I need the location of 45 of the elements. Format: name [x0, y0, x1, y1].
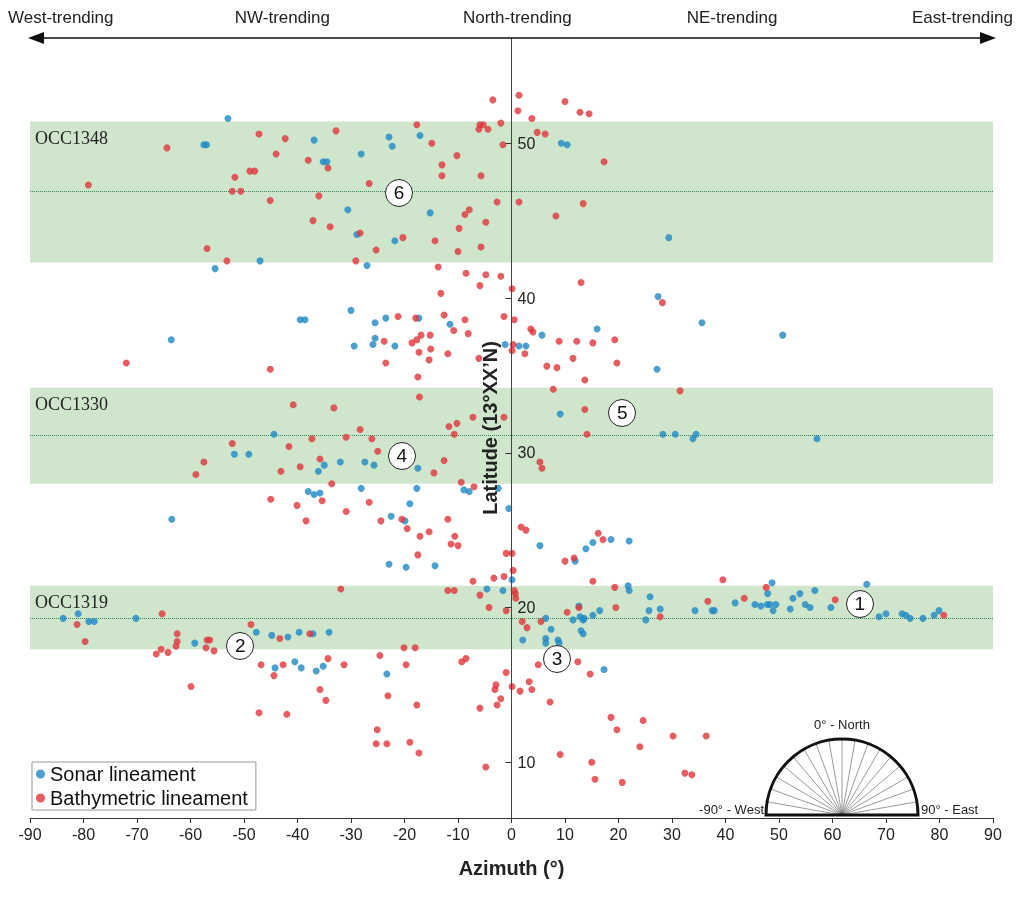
y-tick-label: 50: [517, 134, 536, 152]
band-label: OCC1348: [35, 127, 109, 148]
x-tick-label: -30: [339, 825, 363, 843]
x-tick-label: 40: [716, 825, 735, 843]
x-tick-label: -20: [392, 825, 417, 843]
y-tick-label: 40: [517, 289, 536, 307]
x-tick-label: -40: [285, 825, 310, 843]
band-label: OCC1330: [35, 393, 109, 414]
band-label: OCC1319: [35, 591, 109, 612]
x-tick-label: 70: [877, 825, 895, 843]
x-tick-label: 50: [770, 825, 788, 843]
y-axis-title: Latitude (13°XX’N): [478, 341, 501, 515]
annotation: 90° - East: [921, 802, 979, 817]
y-tick-label: 20: [517, 599, 536, 617]
annotation: 2: [226, 632, 255, 661]
x-tick-label: -60: [178, 825, 203, 843]
x-tick-label: -70: [125, 825, 149, 843]
annotation: 1: [845, 590, 874, 619]
annotation: 6: [385, 178, 414, 207]
x-tick-label: 20: [609, 825, 628, 843]
text: NW-trending: [234, 8, 330, 28]
y-tick-label: 30: [517, 444, 536, 462]
x-tick-label: -10: [446, 825, 470, 843]
text: North-trending: [462, 8, 572, 28]
annotation: 3: [542, 644, 571, 673]
annotation: -90° - West: [699, 802, 764, 817]
x-tick-label: 0: [507, 825, 517, 843]
text: NE-trending: [686, 8, 778, 28]
x-tick-label: 90: [984, 825, 1002, 843]
legend-label: Bathymetric lineament: [50, 787, 249, 809]
x-tick-label: 80: [930, 825, 949, 843]
annotation: 0° - North: [814, 717, 870, 732]
x-axis-title: Azimuth (°): [458, 857, 565, 879]
text: East-trending: [911, 8, 1013, 28]
x-tick-label: 60: [823, 825, 842, 843]
x-tick-label: 10: [556, 825, 574, 843]
text: West-trending: [8, 8, 114, 28]
annotation: 5: [608, 398, 637, 427]
x-tick-label: 30: [663, 825, 681, 843]
y-tick-label: 10: [517, 753, 536, 771]
x-tick-label: -80: [71, 825, 96, 843]
x-tick-label: -90: [18, 825, 42, 843]
legend-label: Sonar lineament: [50, 763, 197, 785]
x-tick-label: -50: [232, 825, 256, 843]
annotation: 4: [387, 441, 416, 470]
